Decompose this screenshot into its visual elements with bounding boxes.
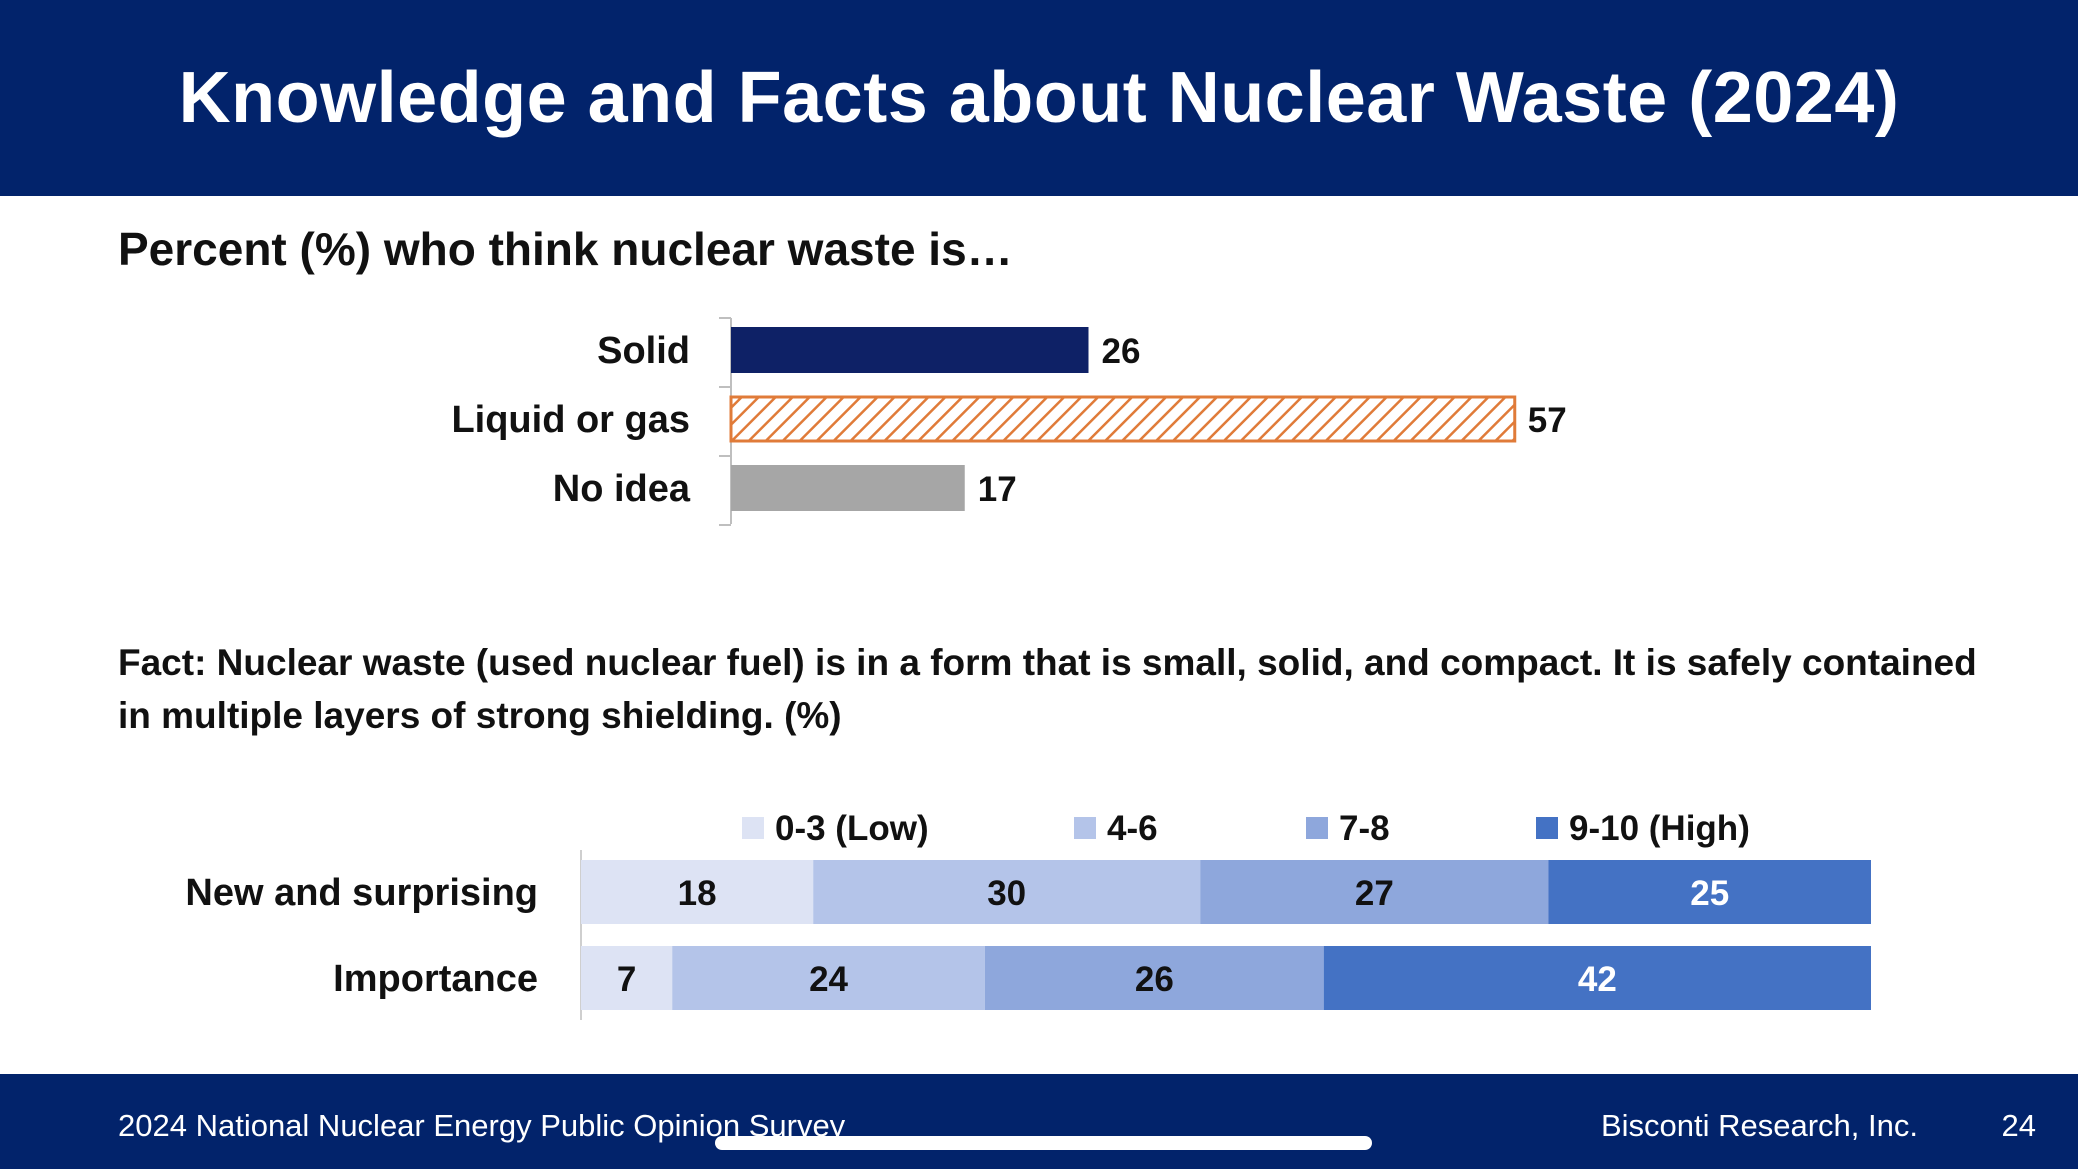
legend-label-7-8: 7-8	[1339, 809, 1390, 848]
legend-label-0-3-low: 0-3 (Low)	[775, 809, 929, 848]
category-label-no-idea: No idea	[553, 468, 691, 510]
data-label-liquid-or-gas: 57	[1528, 401, 1567, 440]
segment-importance-9-10-high	[1323, 946, 1871, 1010]
chart1-title: Percent (%) who think nuclear waste is…	[118, 223, 1013, 275]
fact-statement: Fact: Nuclear waste (used nuclear fuel) …	[118, 642, 1977, 736]
page-number: 24	[2001, 1108, 2036, 1143]
legend-swatch-0-3-low	[742, 817, 764, 839]
data-label-new-and-surprising-9-10-high: 25	[1690, 874, 1729, 913]
category-label-importance: Importance	[333, 958, 538, 1000]
segment-new-and-surprising-9-10-high	[1548, 860, 1871, 924]
legend-swatch-4-6	[1074, 817, 1096, 839]
data-label-new-and-surprising-7-8: 27	[1355, 874, 1394, 913]
legend-label-4-6: 4-6	[1107, 809, 1158, 848]
category-label-solid: Solid	[597, 330, 690, 372]
data-label-no-idea: 17	[978, 470, 1017, 509]
data-label-solid: 26	[1102, 332, 1141, 371]
bar-solid	[731, 327, 1089, 373]
legend-label-9-10-high: 9-10 (High)	[1569, 809, 1750, 848]
chart2-stacked-bar-chart: 0-3 (Low) 4-6 7-8 9-10 (High) New and surpri…	[185, 809, 1871, 1020]
slide-header: Knowledge and Facts about Nuclear Waste …	[0, 0, 2078, 196]
data-label-importance-9-10-high: 42	[1578, 960, 1617, 999]
footer-organization: Bisconti Research, Inc.	[1600, 1108, 1918, 1143]
category-label-liquid-or-gas: Liquid or gas	[451, 399, 690, 441]
data-label-importance-0-3-low: 7	[617, 960, 636, 999]
segment-new-and-surprising-7-8	[1200, 860, 1549, 924]
horizontal-scrollbar[interactable]	[715, 1136, 1372, 1150]
bar-liquid-or-gas	[729, 395, 1517, 443]
bar-no-idea	[731, 465, 965, 511]
segment-importance-7-8	[984, 946, 1324, 1010]
data-label-new-and-surprising-4-6: 30	[987, 874, 1026, 913]
segment-new-and-surprising-0-3-low	[581, 860, 814, 924]
data-label-new-and-surprising-0-3-low: 18	[678, 874, 717, 913]
category-label-new-and-surprising: New and surprising	[185, 872, 538, 914]
data-label-importance-7-8: 26	[1135, 960, 1174, 999]
legend-swatch-9-10-high	[1536, 817, 1558, 839]
chart1-bar-chart: Solid 26 Liquid or gas 57 No idea 17	[451, 317, 1567, 526]
legend-swatch-7-8	[1306, 817, 1328, 839]
slide-footer: 2024 National Nuclear Energy Public Opin…	[0, 1074, 2078, 1169]
segment-importance-4-6	[672, 946, 985, 1010]
data-label-importance-4-6: 24	[809, 960, 848, 999]
slide-title: Knowledge and Facts about Nuclear Waste …	[178, 58, 1900, 138]
segment-importance-0-3-low	[581, 946, 673, 1010]
segment-new-and-surprising-4-6	[813, 860, 1201, 924]
